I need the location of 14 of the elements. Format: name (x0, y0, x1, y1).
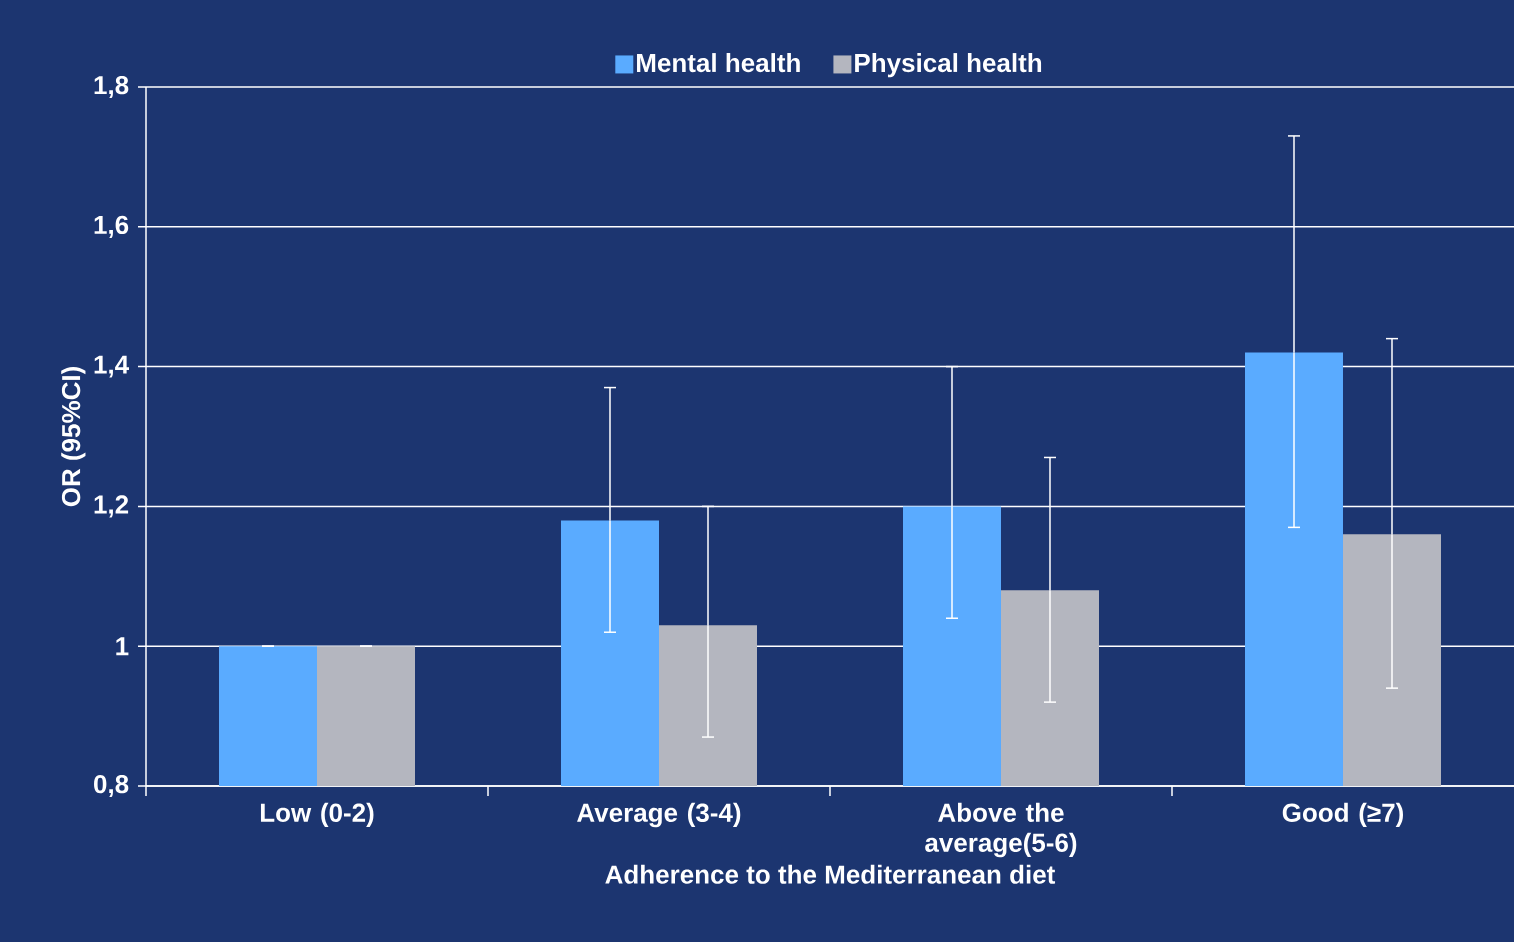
legend-label: Physical health (855, 53, 1042, 78)
y-tick-label: 1 (116, 637, 129, 656)
y-axis-title: OR (95%CI) (61, 367, 86, 507)
y-tick-label: 1,8 (94, 75, 129, 99)
legend-label: Mental health (637, 53, 800, 73)
y-tick-label: 0,8 (94, 774, 129, 798)
y-tick-label: 1,4 (94, 355, 129, 378)
x-tick-label: Low (0-2) (260, 802, 374, 828)
x-tick-label: Average (3-4) (577, 802, 741, 828)
y-tick-label: 1,2 (94, 495, 129, 518)
x-axis-title: Adherence to the Mediterranean diet (605, 864, 1056, 884)
y-tick-label: 1,6 (94, 215, 129, 238)
x-tick-label: Above the average(5-6) (925, 802, 1077, 858)
x-tick-label: Good (≥7) (1282, 802, 1403, 828)
